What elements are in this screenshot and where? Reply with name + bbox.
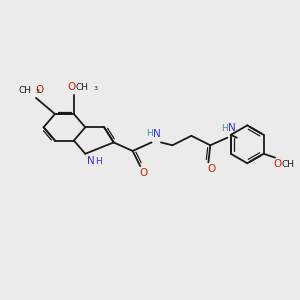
Text: H: H	[146, 129, 153, 138]
Text: H: H	[221, 124, 228, 133]
Text: CH: CH	[282, 160, 295, 169]
Text: 3: 3	[36, 89, 40, 94]
Text: CH: CH	[76, 83, 89, 92]
Text: N: N	[228, 123, 236, 133]
Text: N: N	[153, 129, 161, 139]
Text: CH: CH	[18, 86, 31, 95]
Text: 3: 3	[94, 86, 98, 91]
Text: H: H	[95, 157, 102, 166]
Text: O: O	[36, 85, 44, 95]
Text: O: O	[139, 168, 147, 178]
Text: O: O	[67, 82, 75, 92]
Text: N: N	[87, 156, 95, 167]
Text: O: O	[274, 159, 282, 169]
Text: O: O	[207, 164, 215, 174]
